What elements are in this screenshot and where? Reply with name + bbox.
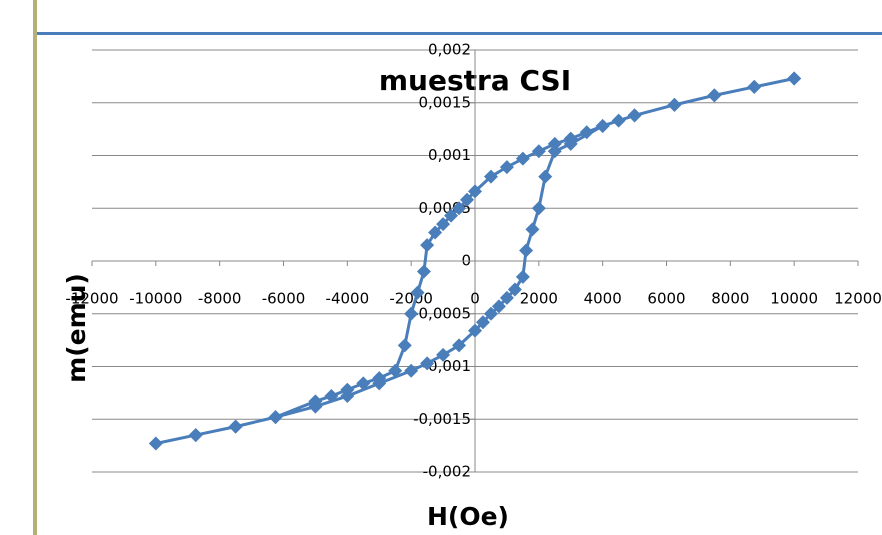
left-border — [33, 0, 37, 535]
point — [452, 338, 467, 353]
point — [404, 363, 419, 378]
x-axis-title: H(Oe) — [427, 502, 509, 531]
x-tick-label: 12000 — [834, 290, 882, 308]
point — [268, 410, 283, 425]
point — [356, 376, 371, 391]
point — [468, 184, 482, 199]
point — [324, 389, 339, 404]
point — [188, 428, 203, 443]
point — [420, 356, 435, 371]
x-tick-label: 10000 — [770, 290, 818, 308]
point — [410, 285, 425, 300]
point — [707, 88, 722, 103]
point — [388, 363, 403, 378]
point — [531, 201, 546, 216]
point — [563, 136, 578, 151]
x-tick-label: 6000 — [647, 290, 685, 308]
y-tick-label: 0,002 — [428, 41, 471, 59]
point — [611, 113, 626, 128]
x-tick-label: 2000 — [520, 290, 558, 308]
point — [515, 151, 530, 166]
point — [667, 97, 682, 112]
point — [627, 108, 642, 123]
x-tick-label: 4000 — [584, 290, 622, 308]
point — [444, 208, 459, 223]
y-tick-label: -0,0005 — [413, 304, 471, 322]
point — [460, 192, 475, 207]
point — [397, 338, 412, 353]
x-tick-label: -8000 — [198, 290, 242, 308]
x-tick-label: 8000 — [711, 290, 749, 308]
point — [787, 71, 802, 86]
point — [507, 282, 522, 297]
point — [579, 125, 594, 140]
point — [499, 160, 514, 175]
point — [404, 306, 419, 321]
point — [228, 419, 243, 434]
x-tick-label: 0 — [470, 290, 480, 308]
y-axis-title: m(emu) — [62, 273, 91, 383]
point — [491, 299, 506, 314]
point — [747, 79, 762, 94]
point — [436, 217, 451, 232]
point — [428, 225, 443, 240]
y-tick-label: -0,001 — [423, 357, 471, 375]
point — [372, 376, 387, 391]
point — [531, 144, 546, 159]
series-line — [155, 77, 795, 445]
point — [468, 323, 482, 338]
point — [483, 306, 498, 321]
x-tick-label: -4000 — [326, 290, 370, 308]
point — [595, 118, 610, 133]
top-border — [37, 32, 882, 35]
point — [525, 222, 540, 237]
point — [420, 238, 435, 253]
point — [452, 201, 467, 216]
y-tick-label: -0,002 — [423, 463, 471, 481]
point — [483, 169, 498, 184]
point — [499, 290, 514, 305]
y-tick-label: 0,0015 — [419, 93, 472, 111]
point — [515, 269, 530, 284]
point — [436, 347, 451, 362]
point — [416, 264, 431, 279]
point — [148, 436, 163, 451]
point — [340, 389, 355, 404]
x-tick-label: -12000 — [65, 290, 118, 308]
point — [308, 399, 323, 414]
point — [547, 136, 562, 151]
x-tick-label: -10000 — [129, 290, 182, 308]
point — [547, 144, 562, 159]
point — [538, 169, 553, 184]
y-tick-label: -0,0015 — [413, 410, 471, 428]
y-tick-label: 0,001 — [428, 146, 471, 164]
point — [475, 315, 490, 330]
point — [519, 243, 534, 258]
x-tick-label: -6000 — [262, 290, 306, 308]
